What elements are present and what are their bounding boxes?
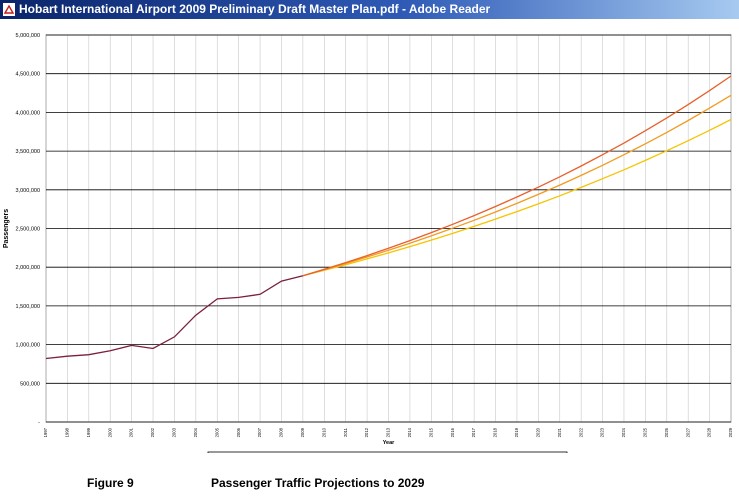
pdf-document-icon <box>3 3 15 16</box>
x-tick-label: 1998 <box>65 427 70 437</box>
x-tick-label: 2002 <box>150 427 155 437</box>
x-tick-label: 2028 <box>707 427 712 437</box>
passenger-projection-chart: - 500,000 1,000,000 1,500,000 2,000,000 2,500… <box>3 33 733 453</box>
x-tick-label: 2023 <box>600 427 605 437</box>
x-tick-label: 2019 <box>514 427 519 437</box>
x-tick-label: 1997 <box>43 427 48 437</box>
figure-label: Figure 9 <box>87 476 134 490</box>
y-tick-label: 500,000 <box>20 381 40 387</box>
y-tick-label: 3,000,000 <box>16 188 40 194</box>
y-tick-label: 3,500,000 <box>16 149 40 155</box>
window-title: Hobart International Airport 2009 Prelim… <box>19 2 491 16</box>
x-tick-label: 2020 <box>535 427 540 437</box>
x-tick-label: 2001 <box>129 427 134 437</box>
y-tick-label: 2,000,000 <box>16 265 40 271</box>
figure-title: Passenger Traffic Projections to 2029 <box>211 476 425 490</box>
document-page[interactable]: - 500,000 1,000,000 1,500,000 2,000,000 2,500… <box>0 19 739 501</box>
y-tick-label: 5,000,000 <box>16 33 40 39</box>
x-axis-title: Year <box>383 440 395 446</box>
y-tick-label: 4,000,000 <box>16 110 40 116</box>
x-tick-label: 2025 <box>642 427 647 437</box>
y-tick-label: 2,500,000 <box>16 227 40 233</box>
x-tick-label: 2011 <box>343 427 348 437</box>
series-line-low <box>302 118 732 277</box>
x-tick-label: 2029 <box>728 427 733 437</box>
x-tick-label: 2006 <box>236 427 241 437</box>
y-tick-label: 1,500,000 <box>16 304 40 310</box>
y-tick-label: - <box>38 420 40 426</box>
x-tick-label: 2013 <box>386 427 391 437</box>
y-axis-title: Passengers <box>3 209 10 248</box>
window-title-bar[interactable]: Hobart International Airport 2009 Prelim… <box>0 0 739 19</box>
series-line-medium <box>302 94 732 277</box>
x-tick-label: 2022 <box>578 427 583 437</box>
x-tick-label: 2012 <box>364 427 369 437</box>
series-line-high <box>302 75 732 277</box>
x-tick-label: 2004 <box>193 427 198 437</box>
x-tick-label: 2003 <box>172 427 177 437</box>
x-tick-label: 2015 <box>428 427 433 437</box>
x-tick-label: 2014 <box>407 427 412 437</box>
x-tick-label: 2027 <box>685 427 690 437</box>
x-tick-label: 2021 <box>557 427 562 437</box>
x-tick-label: 2016 <box>450 427 455 437</box>
x-tick-label: 2018 <box>493 427 498 437</box>
x-tick-label: 2017 <box>471 427 476 437</box>
x-tick-label: 1999 <box>86 427 91 437</box>
x-tick-label: 2010 <box>321 427 326 437</box>
y-tick-label: 4,500,000 <box>16 72 40 78</box>
chart-legend <box>207 451 568 453</box>
x-tick-label: 2005 <box>214 427 219 437</box>
x-tick-label: 2008 <box>279 427 284 437</box>
x-tick-label: 2026 <box>664 427 669 437</box>
x-tick-label: 2007 <box>257 427 262 437</box>
x-tick-label: 2024 <box>621 427 626 437</box>
x-tick-label: 2000 <box>107 427 112 437</box>
x-tick-label: 2009 <box>300 427 305 437</box>
y-tick-label: 1,000,000 <box>16 343 40 349</box>
series-line-historic <box>45 275 304 360</box>
